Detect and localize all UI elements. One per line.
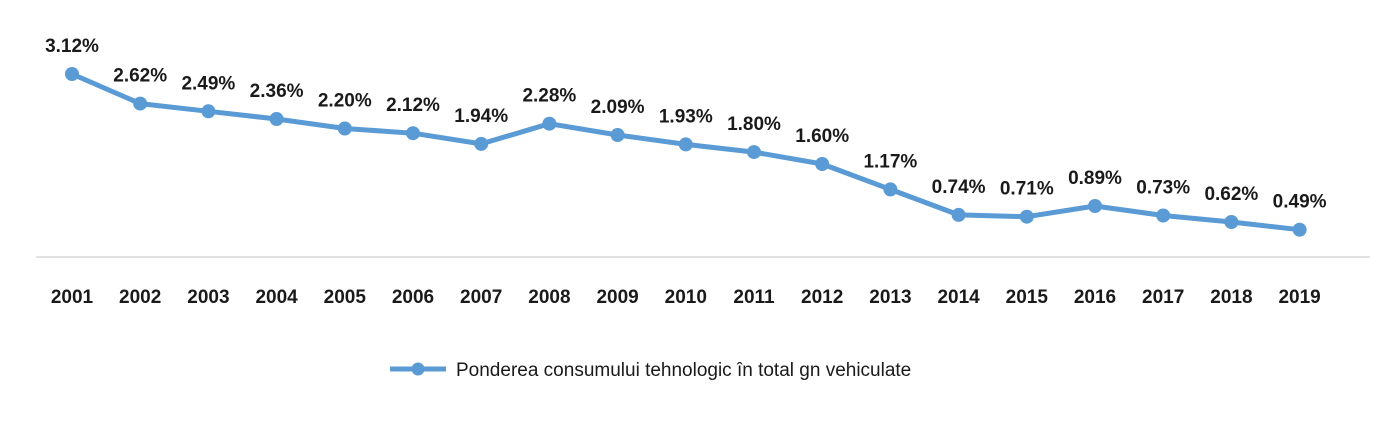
x-tick-label-2015: 2015	[1006, 287, 1049, 308]
data-label-2003: 2.49%	[181, 73, 235, 94]
data-label-2002: 2.62%	[113, 66, 167, 87]
x-tick-label-2019: 2019	[1278, 287, 1320, 308]
data-point-2009	[610, 128, 625, 142]
data-label-2008: 2.28%	[522, 86, 576, 107]
x-tick-label-2016: 2016	[1074, 287, 1116, 308]
data-label-2009: 2.09%	[591, 97, 645, 118]
data-point-2008	[542, 116, 557, 131]
x-tick-label-2014: 2014	[937, 287, 980, 308]
data-label-2011: 1.80%	[727, 114, 781, 135]
data-label-2019: 0.49%	[1273, 192, 1327, 213]
x-tick-label-2017: 2017	[1142, 287, 1184, 308]
data-point-2016	[1088, 199, 1102, 213]
data-point-2011	[747, 145, 761, 160]
data-label-2007: 1.94%	[454, 106, 508, 127]
data-point-2005	[337, 121, 352, 136]
data-label-2013: 1.17%	[863, 151, 917, 172]
x-tick-label-2004: 2004	[255, 287, 298, 308]
x-tick-label-2006: 2006	[392, 287, 434, 308]
data-label-2015: 0.71%	[1000, 179, 1054, 200]
x-tick-label-2007: 2007	[460, 287, 502, 308]
data-point-2007	[474, 136, 489, 151]
x-tick-label-2018: 2018	[1210, 287, 1252, 308]
x-tick-label-2008: 2008	[528, 287, 570, 308]
data-label-2004: 2.36%	[250, 81, 304, 102]
data-label-2016: 0.89%	[1068, 168, 1122, 189]
legend-point-marker	[411, 362, 425, 376]
data-point-2017	[1156, 208, 1171, 223]
data-label-2017: 0.73%	[1136, 178, 1190, 199]
data-point-2014	[951, 207, 966, 222]
data-point-2001	[65, 67, 79, 81]
x-tick-label-2001: 2001	[51, 287, 94, 308]
x-tick-label-2010: 2010	[665, 287, 707, 308]
data-point-2012	[815, 157, 830, 171]
x-tick-label-2005: 2005	[324, 287, 367, 308]
series-layer	[65, 67, 1307, 237]
data-label-2014: 0.74%	[932, 177, 986, 198]
data-label-2001: 3.12%	[45, 36, 99, 57]
data-point-2010	[678, 137, 693, 152]
x-tick-label-2002: 2002	[119, 287, 161, 308]
x-tick-label-2013: 2013	[869, 287, 911, 308]
data-point-2015	[1019, 209, 1034, 224]
x-tick-layer: 2001 2002 2003 2004 2005 2006 2007 2008 2009 2010…	[51, 287, 1321, 308]
data-label-2010: 1.93%	[659, 106, 713, 127]
data-point-2004	[269, 112, 284, 126]
x-tick-label-2012: 2012	[801, 287, 843, 308]
data-point-2019	[1292, 222, 1307, 237]
data-label-2005: 2.20%	[318, 91, 372, 112]
legend-label: Ponderea consumului tehnologic în total …	[456, 360, 911, 381]
data-label-2012: 1.60%	[795, 126, 849, 147]
data-point-2006	[406, 126, 420, 141]
x-tick-label-2011: 2011	[733, 287, 775, 308]
data-label-2018: 0.62%	[1204, 184, 1258, 205]
data-point-2013	[883, 182, 898, 197]
data-point-2018	[1224, 215, 1239, 229]
x-tick-label-2009: 2009	[596, 287, 638, 308]
data-point-2002	[133, 96, 148, 111]
legend: Ponderea consumului tehnologic în total …	[390, 360, 911, 381]
data-point-2003	[201, 104, 216, 119]
data-label-2006: 2.12%	[386, 95, 440, 116]
x-tick-label-2003: 2003	[187, 287, 229, 308]
data-label-layer: 3.12% 2.62% 2.49% 2.36% 2.20% 2.12% 1.94% 2.28%…	[45, 36, 1327, 213]
